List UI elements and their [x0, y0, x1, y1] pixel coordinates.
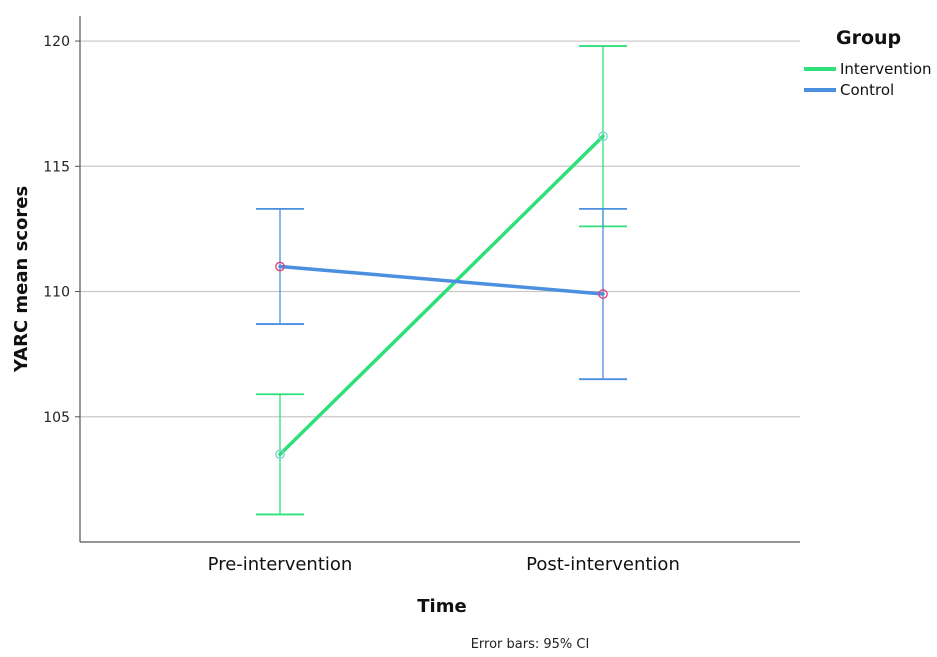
axes	[79, 16, 800, 543]
error-bars-footnote: Error bars: 95% CI	[471, 637, 590, 652]
data-point-control-1	[275, 261, 285, 272]
y-tick-label-105: 105	[43, 410, 70, 426]
legend-item-intervention: Intervention	[804, 60, 932, 78]
x-tick-label-2: Post-intervention	[526, 554, 680, 575]
y-tick-label-110: 110	[43, 285, 70, 301]
series-line-intervention	[278, 134, 605, 457]
data-point-control-2	[598, 289, 608, 299]
legend-title: Group	[836, 27, 901, 49]
legend-item-control: Control	[804, 81, 894, 99]
y-tick-label-120: 120	[43, 34, 70, 50]
data-point-intervention-1	[275, 449, 285, 460]
data-points	[275, 131, 608, 460]
legend-label: Intervention	[840, 60, 932, 78]
y-axis-title: YARC mean scores	[11, 186, 32, 373]
legend-items: Intervention Control	[804, 60, 932, 99]
legend: Group Intervention Control	[804, 27, 932, 99]
x-tick-labels: Pre-intervention Post-intervention	[208, 554, 680, 575]
y-tick-label-115: 115	[43, 159, 70, 175]
series-line-control	[278, 264, 605, 296]
x-tick-label-1: Pre-intervention	[208, 554, 353, 575]
y-tick-labels: 105 110 115 120	[43, 34, 80, 426]
data-point-intervention-2	[598, 131, 608, 142]
legend-label: Control	[840, 81, 894, 99]
x-axis-title: Time	[417, 596, 466, 617]
grid-lines	[80, 40, 800, 418]
series-lines	[278, 134, 605, 457]
